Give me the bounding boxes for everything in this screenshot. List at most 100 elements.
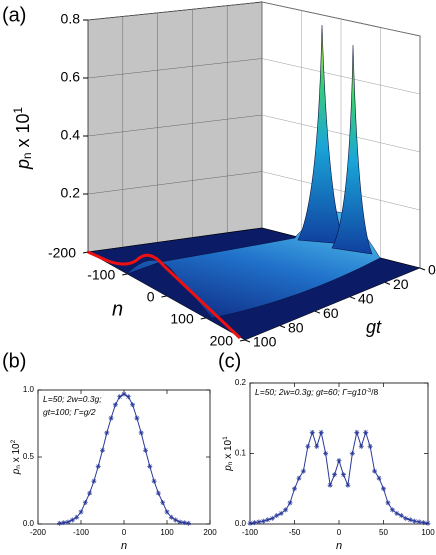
x-tick-label: -100: [87, 267, 115, 283]
data-marker: [314, 443, 320, 449]
data-marker: [121, 391, 127, 397]
data-marker: [78, 509, 84, 515]
y-axis-label-part: x 10: [223, 439, 234, 461]
data-marker: [376, 475, 382, 481]
x-tick-label: 0: [122, 528, 127, 537]
data-marker: [117, 394, 123, 400]
x-tick-label: 100: [160, 528, 174, 537]
data-marker: [87, 490, 93, 496]
data-marker: [372, 468, 378, 474]
data-marker: [269, 515, 275, 521]
y-tick-label: 0.2: [235, 378, 247, 387]
annotation-part: L=50; 2w=0.3g;: [43, 394, 102, 404]
data-marker: [305, 443, 311, 449]
data-marker: [143, 447, 148, 453]
data-marker: [108, 415, 114, 421]
data-marker: [95, 463, 101, 469]
annotation-part: -3: [366, 388, 371, 394]
data-marker: [283, 507, 289, 513]
data-marker: [57, 520, 62, 526]
y-tick-label: 0.1: [235, 449, 247, 458]
z-tick-label: 0.4: [61, 127, 81, 143]
surface-peak: [331, 44, 373, 255]
data-marker: [323, 451, 329, 456]
x-tick: [82, 251, 89, 254]
z-axis-label-part: x 10: [13, 113, 33, 152]
data-marker: [134, 415, 140, 421]
data-marker: [173, 517, 179, 523]
x-axis-label: n: [121, 540, 127, 552]
y-tick: [314, 310, 321, 314]
grid-line: [87, 58, 263, 79]
x-tick-label: 50: [379, 528, 388, 537]
data-marker: [345, 482, 351, 488]
data-marker: [274, 513, 280, 519]
data-marker: [74, 514, 80, 520]
data-marker: [349, 451, 355, 456]
data-marker: [186, 520, 191, 526]
y-axis-label-part: n: [15, 465, 22, 469]
data-marker: [332, 472, 338, 478]
y-tick: [244, 339, 251, 343]
data-marker: [82, 500, 88, 506]
y-axis-label-part: 2: [10, 439, 17, 443]
z-tick-label: 0.6: [61, 69, 81, 85]
x-tick-label: -100: [242, 528, 259, 537]
z-tick-label: 0.2: [61, 185, 81, 201]
data-marker: [385, 500, 391, 506]
data-marker: [425, 520, 431, 526]
data-marker: [147, 463, 153, 469]
x-tick: [122, 273, 128, 276]
x-tick-label: 200: [210, 333, 234, 349]
data-marker: [358, 443, 364, 449]
y-axis-label-part: p: [11, 468, 22, 475]
z-axis-label-part: n: [21, 153, 34, 160]
annotation: L=50; 2w=0.3g; gt=60; Γ=g10-3/8: [255, 387, 378, 397]
data-marker: [164, 509, 170, 515]
y-tick: [384, 281, 391, 285]
data-marker: [130, 402, 136, 408]
y-tick: [279, 325, 286, 329]
x-tick-label: 100: [170, 311, 194, 327]
data-marker: [394, 510, 400, 516]
data-marker: [340, 472, 346, 478]
data-marker: [247, 520, 253, 526]
data-marker: [389, 507, 395, 513]
surface-peak: [297, 24, 346, 245]
data-line: [249, 430, 429, 524]
panel-label: (a): [2, 4, 26, 26]
y-tick-label: 0.0: [23, 519, 35, 528]
data-marker: [398, 513, 404, 519]
data-marker: [155, 490, 161, 496]
y-tick-label: 1.0: [23, 385, 35, 394]
z-axis-label-part: 1: [12, 107, 25, 114]
data-marker: [265, 517, 271, 523]
y-axis-label: gt: [366, 317, 382, 337]
x-tick-label: -200: [30, 528, 47, 537]
data-marker: [318, 429, 324, 435]
edge-curve: [87, 250, 242, 340]
overlay: 0.20.40.60.8020406080100-200-1000100200(…: [2, 4, 436, 552]
data-marker: [363, 429, 369, 435]
annotation: gt=100; Γ=g/2: [43, 407, 96, 417]
x-tick-label: -200: [48, 245, 76, 261]
panel-label: (b): [2, 350, 26, 372]
y-axis-label-part: n: [227, 461, 234, 465]
x-tick-label: -50: [289, 528, 301, 537]
data-marker: [61, 520, 67, 526]
x-tick: [200, 317, 206, 320]
x-tick-label: 100: [421, 528, 435, 537]
annotation-part: L=50; 2w=0.3g; gt=60; Γ=g10: [255, 387, 366, 397]
data-marker: [416, 519, 422, 525]
y-axis-label-part: p: [223, 465, 234, 472]
y-tick-label: 100: [253, 334, 277, 350]
annotation: L=50; 2w=0.3g;: [43, 394, 102, 404]
y-tick-label: 80: [288, 319, 304, 335]
data-marker: [296, 475, 302, 481]
data-marker: [69, 517, 75, 523]
x-tick: [161, 295, 167, 298]
x-tick: [239, 339, 246, 342]
data-marker: [168, 514, 174, 520]
y-axis-label: pn x 102: [10, 439, 22, 475]
